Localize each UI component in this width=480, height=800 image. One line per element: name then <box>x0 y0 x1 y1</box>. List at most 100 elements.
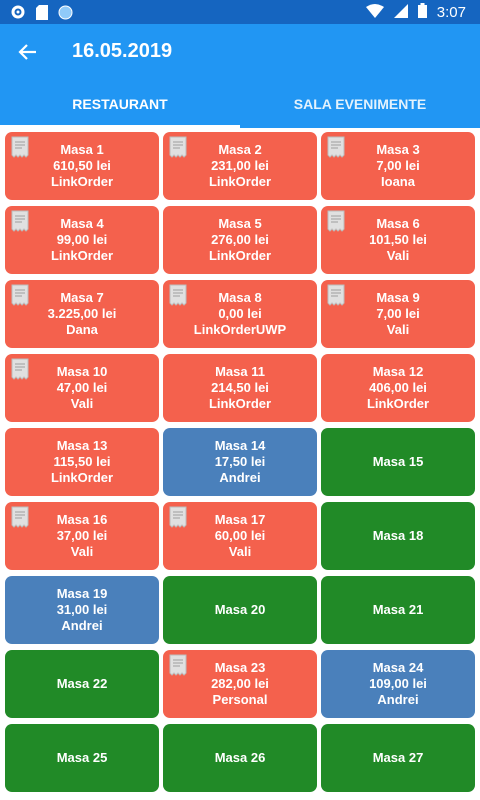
table-tile[interactable]: Masa 24 109,00 lei Andrei <box>321 650 475 718</box>
table-name: Masa 18 <box>372 528 424 543</box>
table-user: Andrei <box>61 618 103 633</box>
table-tile[interactable]: Masa 10 47,00 lei Vali <box>5 354 159 422</box>
table-amount: 282,00 lei <box>211 676 269 691</box>
table-name: Masa 27 <box>372 750 424 765</box>
table-name: Masa 2 <box>218 142 262 157</box>
table-amount: 60,00 lei <box>214 528 266 543</box>
page-title: 16.05.2019 <box>72 40 173 62</box>
table-amount: 231,00 lei <box>211 158 269 173</box>
table-amount: 610,50 lei <box>53 158 111 173</box>
table-tile[interactable]: Masa 20 <box>163 576 317 644</box>
table-name: Masa 16 <box>56 512 108 527</box>
table-name: Masa 13 <box>56 438 108 453</box>
table-tile[interactable]: Masa 11 214,50 lei LinkOrder <box>163 354 317 422</box>
table-amount: 17,50 lei <box>214 454 266 469</box>
table-user: Andrei <box>377 692 419 707</box>
table-user: LinkOrder <box>208 174 272 189</box>
table-user: Vali <box>386 322 410 337</box>
table-user: LinkOrder <box>366 396 430 411</box>
table-amount: 3.225,00 lei <box>47 306 117 321</box>
receipt-icon <box>169 654 187 676</box>
table-name: Masa 7 <box>60 290 104 305</box>
table-amount: 406,00 lei <box>369 380 427 395</box>
table-name: Masa 24 <box>372 660 424 675</box>
table-tile[interactable]: Masa 4 99,00 lei LinkOrder <box>5 206 159 274</box>
table-name: Masa 9 <box>376 290 420 305</box>
table-amount: 0,00 lei <box>218 306 262 321</box>
tab-restaurant[interactable]: RESTAURANT <box>0 80 240 128</box>
receipt-icon <box>169 284 187 306</box>
table-name: Masa 8 <box>218 290 262 305</box>
gear-icon <box>10 4 26 25</box>
table-amount: 101,50 lei <box>369 232 427 247</box>
table-name: Masa 11 <box>215 364 265 379</box>
table-name: Masa 17 <box>214 512 266 527</box>
table-tile[interactable]: Masa 25 <box>5 724 159 792</box>
table-name: Masa 15 <box>372 454 424 469</box>
table-tile[interactable]: Masa 12 406,00 lei LinkOrder <box>321 354 475 422</box>
table-tile[interactable]: Masa 8 0,00 lei LinkOrderUWP <box>163 280 317 348</box>
table-name: Masa 3 <box>376 142 420 157</box>
table-tile[interactable]: Masa 18 <box>321 502 475 570</box>
table-amount: 99,00 lei <box>56 232 108 247</box>
table-tile[interactable]: Masa 7 3.225,00 lei Dana <box>5 280 159 348</box>
receipt-icon <box>11 506 29 528</box>
table-amount: 109,00 lei <box>369 676 427 691</box>
sd-card-icon <box>36 4 48 25</box>
table-tile[interactable]: Masa 27 <box>321 724 475 792</box>
table-amount: 115,50 lei <box>53 454 111 469</box>
table-name: Masa 12 <box>372 364 424 379</box>
table-amount: 214,50 lei <box>211 380 269 395</box>
table-tile[interactable]: Masa 16 37,00 lei Vali <box>5 502 159 570</box>
table-tile[interactable]: Masa 23 282,00 lei Personal <box>163 650 317 718</box>
table-tile[interactable]: Masa 3 7,00 lei Ioana <box>321 132 475 200</box>
table-tile[interactable]: Masa 14 17,50 lei Andrei <box>163 428 317 496</box>
table-user: LinkOrder <box>50 470 114 485</box>
table-name: Masa 21 <box>372 602 424 617</box>
tab-sala-evenimente[interactable]: SALA EVENIMENTE <box>293 96 427 112</box>
table-tile[interactable]: Masa 22 <box>5 650 159 718</box>
table-user: Andrei <box>219 470 261 485</box>
table-name: Masa 19 <box>56 586 108 601</box>
receipt-icon <box>327 284 345 306</box>
receipt-icon <box>11 210 29 232</box>
signal-icon <box>393 3 408 21</box>
table-user: Dana <box>66 322 98 337</box>
receipt-icon <box>169 506 187 528</box>
clock: 3:07 <box>436 3 466 21</box>
table-tile[interactable]: Masa 13 115,50 lei LinkOrder <box>5 428 159 496</box>
table-tile[interactable]: Masa 9 7,00 lei Vali <box>321 280 475 348</box>
table-amount: 7,00 lei <box>376 158 420 173</box>
table-tile[interactable]: Masa 15 <box>321 428 475 496</box>
table-user: Vali <box>70 544 94 559</box>
receipt-icon <box>11 136 29 158</box>
table-tile[interactable]: Masa 17 60,00 lei Vali <box>163 502 317 570</box>
table-name: Masa 25 <box>56 750 108 765</box>
table-tile[interactable]: Masa 1 610,50 lei LinkOrder <box>5 132 159 200</box>
table-tile[interactable]: Masa 26 <box>163 724 317 792</box>
status-bar: 3:07 <box>0 0 480 24</box>
table-name: Masa 6 <box>376 216 420 231</box>
table-tile[interactable]: Masa 5 276,00 lei LinkOrder <box>163 206 317 274</box>
table-user: LinkOrderUWP <box>193 322 287 337</box>
table-tile[interactable]: Masa 19 31,00 lei Andrei <box>5 576 159 644</box>
battery-icon <box>417 3 427 21</box>
table-tile[interactable]: Masa 21 <box>321 576 475 644</box>
table-tile[interactable]: Masa 6 101,50 lei Vali <box>321 206 475 274</box>
table-amount: 276,00 lei <box>211 232 269 247</box>
table-amount: 31,00 lei <box>56 602 108 617</box>
table-name: Masa 14 <box>214 438 266 453</box>
table-user: LinkOrder <box>50 248 114 263</box>
tables-grid: Masa 1 610,50 lei LinkOrder Masa 2 231,00 le… <box>0 128 480 800</box>
receipt-icon <box>169 136 187 158</box>
table-user: Vali <box>228 544 252 559</box>
table-amount: 47,00 lei <box>56 380 108 395</box>
table-amount: 7,00 lei <box>376 306 420 321</box>
back-button[interactable] <box>14 38 42 66</box>
table-name: Masa 5 <box>218 216 262 231</box>
table-amount: 37,00 lei <box>56 528 108 543</box>
table-tile[interactable]: Masa 2 231,00 lei LinkOrder <box>163 132 317 200</box>
table-user: Personal <box>212 692 268 707</box>
table-user: Vali <box>70 396 94 411</box>
table-name: Masa 26 <box>214 750 266 765</box>
